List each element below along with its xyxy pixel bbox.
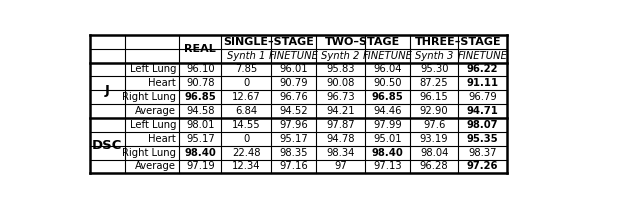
Text: 90.79: 90.79 <box>279 78 308 88</box>
Text: 98.01: 98.01 <box>186 120 214 130</box>
Text: 98.04: 98.04 <box>420 148 449 158</box>
Text: Left Lung: Left Lung <box>130 120 176 130</box>
Text: Average: Average <box>135 106 176 116</box>
Text: 96.01: 96.01 <box>279 64 308 74</box>
Text: 93.19: 93.19 <box>420 134 449 144</box>
Text: 97.6: 97.6 <box>423 120 445 130</box>
Text: 90.78: 90.78 <box>186 78 214 88</box>
Text: 97.99: 97.99 <box>373 120 402 130</box>
Text: 87.25: 87.25 <box>420 78 449 88</box>
Text: 94.78: 94.78 <box>326 134 355 144</box>
Text: J: J <box>105 84 109 97</box>
Text: 95.83: 95.83 <box>326 64 355 74</box>
Text: 96.10: 96.10 <box>186 64 214 74</box>
Text: Synth 1: Synth 1 <box>227 51 266 61</box>
Text: 98.35: 98.35 <box>279 148 308 158</box>
Text: FINETUNE: FINETUNE <box>268 51 318 61</box>
Text: 97.13: 97.13 <box>373 161 402 171</box>
Text: Average: Average <box>135 161 176 171</box>
Text: 98.34: 98.34 <box>326 148 355 158</box>
Text: 97: 97 <box>334 161 347 171</box>
Text: Left Lung: Left Lung <box>130 64 176 74</box>
Text: 14.55: 14.55 <box>232 120 260 130</box>
Text: REAL: REAL <box>184 44 216 54</box>
Text: 96.28: 96.28 <box>420 161 449 171</box>
Text: 96.73: 96.73 <box>326 92 355 102</box>
Text: 97.96: 97.96 <box>279 120 308 130</box>
Text: 96.15: 96.15 <box>420 92 449 102</box>
Text: 96.04: 96.04 <box>373 64 402 74</box>
Text: 95.01: 95.01 <box>373 134 402 144</box>
Text: THREE–STAGE: THREE–STAGE <box>415 37 502 47</box>
Text: 95.30: 95.30 <box>420 64 449 74</box>
Text: Right Lung: Right Lung <box>122 148 176 158</box>
Text: 96.22: 96.22 <box>467 64 499 74</box>
Text: FINETUNE: FINETUNE <box>362 51 413 61</box>
Text: 94.58: 94.58 <box>186 106 214 116</box>
Text: 12.67: 12.67 <box>232 92 260 102</box>
Text: 95.17: 95.17 <box>279 134 308 144</box>
Text: 92.90: 92.90 <box>420 106 449 116</box>
Text: 97.16: 97.16 <box>279 161 308 171</box>
Text: 96.85: 96.85 <box>372 92 403 102</box>
Text: 6.84: 6.84 <box>235 106 257 116</box>
Text: 96.85: 96.85 <box>184 92 216 102</box>
Text: 98.40: 98.40 <box>372 148 403 158</box>
Text: DSC: DSC <box>92 139 122 152</box>
Text: SINGLE–STAGE: SINGLE–STAGE <box>223 37 314 47</box>
Text: Heart: Heart <box>148 78 176 88</box>
Text: 98.37: 98.37 <box>468 148 497 158</box>
Text: 97.26: 97.26 <box>467 161 499 171</box>
Text: 95.17: 95.17 <box>186 134 214 144</box>
Text: FINETUNE: FINETUNE <box>458 51 508 61</box>
Text: Right Lung: Right Lung <box>122 92 176 102</box>
Text: Synth 3: Synth 3 <box>415 51 453 61</box>
Text: 98.40: 98.40 <box>184 148 216 158</box>
Text: Heart: Heart <box>148 134 176 144</box>
Text: 97.87: 97.87 <box>326 120 355 130</box>
Text: 22.48: 22.48 <box>232 148 260 158</box>
Text: 94.46: 94.46 <box>373 106 402 116</box>
Text: 90.50: 90.50 <box>373 78 402 88</box>
Text: TWO–STAGE: TWO–STAGE <box>325 37 401 47</box>
Text: 91.11: 91.11 <box>467 78 499 88</box>
Text: 0: 0 <box>243 134 250 144</box>
Text: 96.79: 96.79 <box>468 92 497 102</box>
Text: 7.85: 7.85 <box>235 64 257 74</box>
Text: 94.52: 94.52 <box>279 106 308 116</box>
Text: Synth 2: Synth 2 <box>321 51 360 61</box>
Text: 95.35: 95.35 <box>467 134 499 144</box>
Text: 98.07: 98.07 <box>467 120 499 130</box>
Text: 96.76: 96.76 <box>279 92 308 102</box>
Text: 94.21: 94.21 <box>326 106 355 116</box>
Text: 12.34: 12.34 <box>232 161 260 171</box>
Text: 90.08: 90.08 <box>326 78 355 88</box>
Text: 0: 0 <box>243 78 250 88</box>
Text: 94.71: 94.71 <box>467 106 499 116</box>
Text: 97.19: 97.19 <box>186 161 214 171</box>
